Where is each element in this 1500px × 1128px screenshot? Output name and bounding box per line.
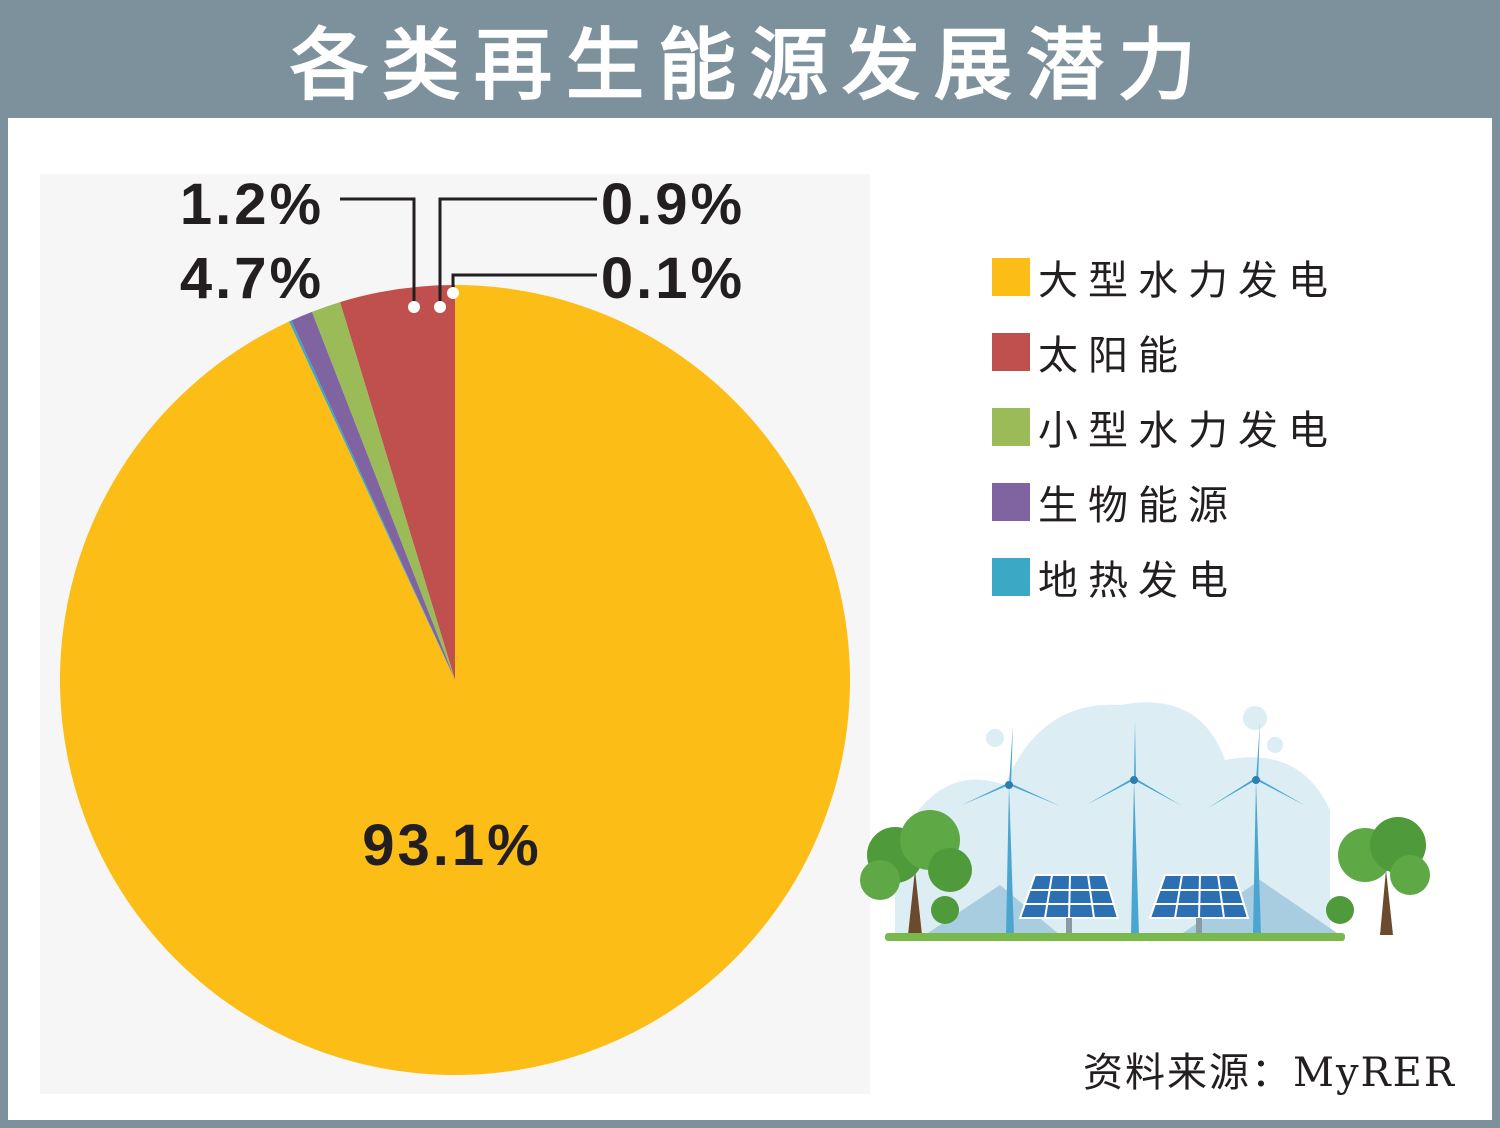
data-label-bioenergy: 0.9% bbox=[601, 172, 745, 237]
legend-label: 小型水力发电 bbox=[1038, 408, 1338, 454]
legend-item: 大型水力发电 bbox=[992, 252, 1338, 304]
legend-item: 太阳能 bbox=[992, 327, 1338, 379]
legend-label: 太阳能 bbox=[1038, 333, 1188, 379]
legend-swatch bbox=[992, 483, 1030, 521]
pie-slice-2 bbox=[311, 302, 455, 680]
solar-panel-icon bbox=[1018, 874, 1250, 938]
legend-item: 小型水力发电 bbox=[992, 402, 1338, 454]
data-label-geothermal: 0.1% bbox=[601, 246, 745, 311]
data-label-solar: 4.7% bbox=[180, 246, 324, 311]
pie-slice-4 bbox=[289, 320, 455, 680]
leader-dot-bioenergy bbox=[434, 301, 446, 313]
pie-slice-0 bbox=[59, 285, 850, 1075]
leader-line-bioenergy bbox=[438, 197, 597, 306]
pie-slices bbox=[59, 285, 850, 1075]
legend-label: 生物能源 bbox=[1038, 483, 1238, 529]
header-bar: 各类再生能源发展潜力 bbox=[0, 0, 1500, 118]
legend-item: 地热发电 bbox=[992, 552, 1338, 604]
legend-item: 生物能源 bbox=[992, 477, 1338, 529]
tree-icon bbox=[860, 810, 1430, 935]
wind-turbine-icon bbox=[962, 722, 1306, 935]
source-note: 资料来源：MyRER bbox=[1083, 1050, 1456, 1096]
leader-dot-small-hydro bbox=[408, 301, 420, 313]
legend-label: 大型水力发电 bbox=[1038, 258, 1338, 304]
data-label-large-hydro: 93.1% bbox=[362, 813, 541, 878]
leader-line-small-hydro bbox=[340, 197, 416, 306]
data-label-small-hydro: 1.2% bbox=[180, 172, 324, 237]
legend-swatch bbox=[992, 408, 1030, 446]
data-labels: 93.1% 4.7% 1.2% 0.9% 0.1% bbox=[180, 172, 745, 878]
legend-swatch bbox=[992, 333, 1030, 371]
pie-slice-1 bbox=[340, 285, 455, 680]
legend-label: 地热发电 bbox=[1038, 558, 1238, 604]
legend-swatch bbox=[992, 258, 1030, 296]
leader-dot-geothermal bbox=[447, 287, 459, 299]
renewable-illustration bbox=[860, 702, 1430, 941]
pie-slice-3 bbox=[291, 311, 455, 680]
leader-lines bbox=[340, 197, 597, 313]
legend: 大型水力发电 太阳能小型水力发电 生物能源地热发电 bbox=[992, 252, 1338, 627]
chart-title: 各类再生能源发展潜力 bbox=[289, 21, 1210, 111]
legend-swatch bbox=[992, 558, 1030, 596]
